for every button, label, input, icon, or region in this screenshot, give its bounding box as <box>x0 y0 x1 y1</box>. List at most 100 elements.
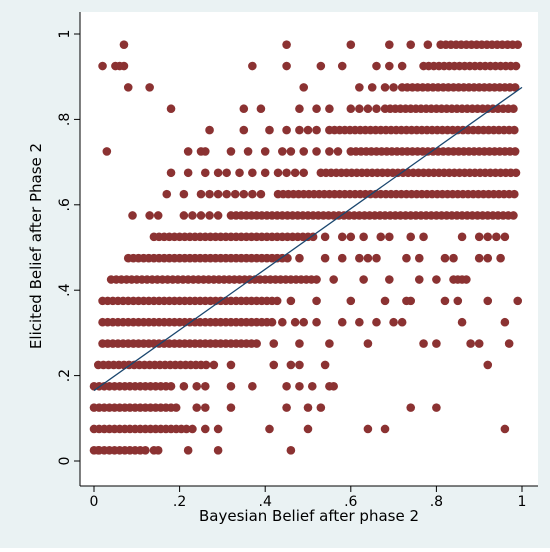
data-point <box>320 253 330 263</box>
data-point <box>286 147 296 156</box>
data-point <box>453 296 463 306</box>
data-point <box>248 61 257 71</box>
data-point <box>235 168 244 178</box>
data-point <box>510 83 520 92</box>
data-point <box>474 232 484 242</box>
data-point <box>466 339 475 348</box>
data-point <box>179 211 189 220</box>
x-tick-label: .2 <box>173 494 186 510</box>
data-point <box>200 424 210 434</box>
data-point <box>329 275 338 284</box>
data-point <box>316 403 326 412</box>
y-tick-label: .4 <box>57 283 73 296</box>
data-point <box>474 339 484 348</box>
data-point <box>205 211 214 220</box>
data-point <box>295 339 304 348</box>
data-point <box>312 125 321 135</box>
data-point <box>419 232 428 242</box>
data-point <box>295 253 304 263</box>
data-point <box>102 147 112 156</box>
data-point <box>162 189 172 199</box>
data-point <box>166 381 176 391</box>
y-tick-label: .8 <box>57 113 73 126</box>
data-point <box>201 360 211 370</box>
data-point <box>359 275 368 284</box>
data-point <box>320 232 330 242</box>
data-point <box>312 317 321 327</box>
data-point <box>414 253 424 263</box>
data-point <box>119 40 129 49</box>
data-point <box>286 360 296 370</box>
data-point <box>286 296 296 306</box>
data-point <box>183 446 193 455</box>
data-point <box>282 381 291 391</box>
data-point <box>299 168 309 178</box>
data-point <box>406 232 416 242</box>
data-point <box>239 189 249 199</box>
data-point <box>183 147 193 156</box>
data-point <box>316 61 326 71</box>
data-point <box>272 296 282 306</box>
data-point <box>239 104 249 114</box>
data-point <box>226 147 236 156</box>
data-point <box>290 317 300 327</box>
data-point <box>402 253 411 263</box>
data-point <box>449 253 458 263</box>
data-point <box>145 211 154 220</box>
data-point <box>355 317 364 327</box>
data-point <box>346 296 356 306</box>
data-point <box>308 232 318 242</box>
data-point <box>252 339 261 348</box>
data-point <box>376 232 386 242</box>
data-point <box>243 147 253 156</box>
data-point <box>510 147 520 156</box>
data-point <box>192 381 202 391</box>
data-point <box>188 424 197 434</box>
data-point <box>283 253 292 263</box>
data-point <box>329 381 338 391</box>
x-tick-label: .4 <box>259 494 272 510</box>
data-point <box>346 104 356 114</box>
data-point <box>128 211 137 220</box>
data-point <box>295 104 304 114</box>
data-point <box>256 104 266 114</box>
data-point <box>500 424 510 434</box>
data-point <box>93 446 103 455</box>
data-point <box>510 125 519 135</box>
data-point <box>98 61 107 71</box>
data-point <box>166 168 176 178</box>
data-point <box>457 232 467 242</box>
x-axis-label: Bayesian Belief after phase 2 <box>199 507 419 525</box>
data-point <box>492 232 501 242</box>
data-point <box>290 168 300 178</box>
data-point <box>380 424 390 434</box>
data-point <box>483 296 493 306</box>
y-tick-label: .2 <box>57 369 73 382</box>
data-point <box>222 168 231 178</box>
data-point <box>385 40 394 49</box>
data-point <box>307 381 317 391</box>
data-point <box>312 296 321 306</box>
data-point <box>440 253 450 263</box>
data-point <box>389 317 398 327</box>
data-point <box>513 40 523 49</box>
data-point <box>500 232 510 242</box>
data-point <box>303 125 313 135</box>
data-point <box>282 403 291 412</box>
data-point <box>355 253 364 263</box>
data-point <box>500 317 510 327</box>
data-point <box>299 147 309 156</box>
data-point <box>209 360 219 370</box>
data-point <box>299 317 309 327</box>
data-point <box>295 381 304 391</box>
y-tick-label: 1 <box>57 30 73 39</box>
data-point <box>239 125 249 135</box>
data-point <box>372 61 381 71</box>
data-point <box>483 232 493 242</box>
data-point <box>153 211 163 220</box>
data-point <box>359 232 368 242</box>
data-point <box>363 104 373 114</box>
data-point <box>299 83 309 92</box>
